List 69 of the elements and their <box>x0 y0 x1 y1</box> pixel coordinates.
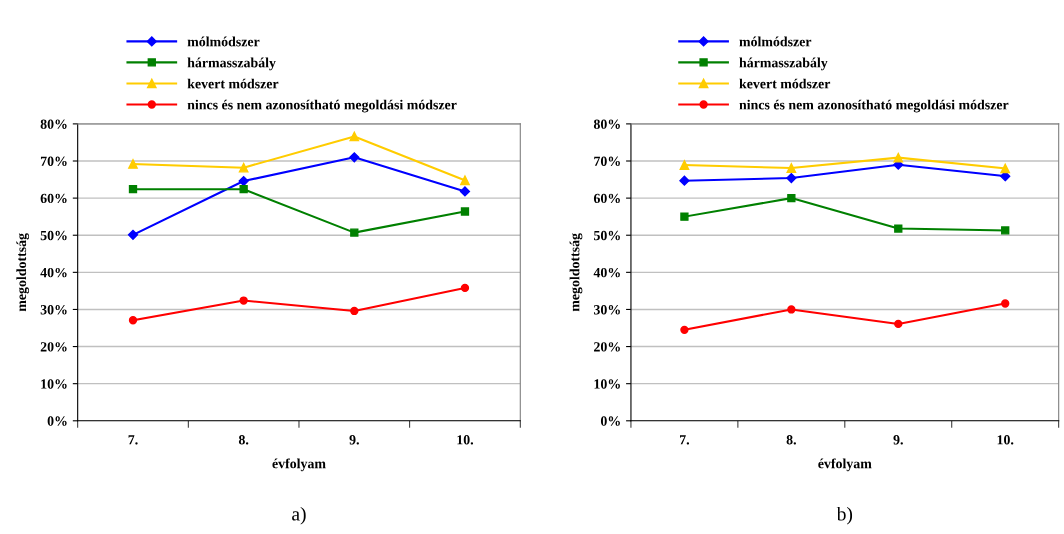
text: b) <box>836 506 853 525</box>
point <box>349 152 360 163</box>
point <box>459 186 471 197</box>
point <box>786 172 797 184</box>
point <box>460 207 470 216</box>
y-axis-title: megoldottság <box>569 233 583 312</box>
point <box>787 305 796 314</box>
x-tick-label: 8. <box>786 435 796 445</box>
point <box>239 296 248 305</box>
point <box>239 185 248 194</box>
y-tick-label: 50% <box>40 230 67 241</box>
point <box>893 152 904 163</box>
point <box>1001 226 1010 235</box>
y-tick-label: 60% <box>593 193 620 204</box>
point <box>680 325 689 335</box>
x-axis-title: évfolyam <box>272 458 326 472</box>
y-tick-label: 40% <box>40 267 67 278</box>
y-tick-label: 0% <box>47 416 67 426</box>
point <box>128 316 138 325</box>
text: a) <box>292 506 306 525</box>
x-tick-label: 10. <box>457 435 474 445</box>
y-tick-label: 80% <box>40 119 67 129</box>
legend-label: mólmódszer <box>187 36 260 47</box>
y-tick-label: 70% <box>40 156 67 166</box>
point <box>787 193 796 203</box>
x-tick-label: 9. <box>893 435 903 445</box>
y-tick-label: 20% <box>40 342 67 352</box>
y-tick-label: 20% <box>594 342 620 352</box>
point <box>679 160 690 170</box>
x-tick-label: 10. <box>997 435 1014 445</box>
point <box>894 224 903 233</box>
point <box>894 319 903 329</box>
point <box>349 131 360 142</box>
y-tick-label: 60% <box>40 193 67 204</box>
x-axis-title: évfolyam <box>818 458 872 472</box>
x-tick-label: 8. <box>238 435 249 445</box>
legend-label: kevert módszer <box>187 78 279 89</box>
y-tick-label: 0% <box>600 416 620 426</box>
point <box>128 185 138 194</box>
point <box>238 162 249 173</box>
legend-label: nincs és nem azonosítható megoldási módszer <box>187 99 457 113</box>
legend-label: kevert módszer <box>739 78 831 89</box>
y-tick-label: 30% <box>40 305 67 315</box>
y-tick-label: 10% <box>594 379 620 389</box>
point <box>1001 299 1010 308</box>
legend-label: hármasszabály <box>187 57 276 71</box>
point <box>460 283 470 293</box>
point <box>1000 163 1011 174</box>
legend-label: mólmódszer <box>739 36 812 47</box>
x-tick-label: 7. <box>128 435 138 445</box>
point <box>679 175 690 186</box>
point <box>460 175 470 186</box>
x-tick-label: 9. <box>349 435 359 445</box>
y-tick-label: 50% <box>594 230 620 241</box>
y-tick-label: 10% <box>41 379 67 389</box>
legend-label: nincs és nem azonosítható megoldási módszer <box>739 99 1009 113</box>
y-tick-label: 30% <box>593 305 620 315</box>
x-tick-label: 7. <box>680 435 690 445</box>
y-tick-label: 40% <box>593 267 620 278</box>
y-tick-label: 80% <box>593 119 620 129</box>
point <box>350 228 359 237</box>
point <box>128 159 138 169</box>
y-axis-title: megoldottság <box>16 233 30 312</box>
point <box>127 229 139 240</box>
point <box>680 212 689 221</box>
point <box>786 163 797 173</box>
point <box>350 306 359 316</box>
y-tick-label: 70% <box>594 156 620 166</box>
legend-label: hármasszabály <box>739 57 828 71</box>
